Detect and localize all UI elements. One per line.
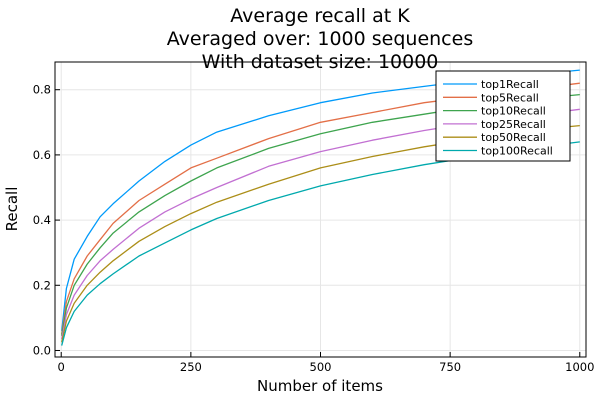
y-tick-label: 0.4 <box>33 213 51 227</box>
y-tick-label: 0.6 <box>33 148 51 162</box>
x-tick-label: 750 <box>439 360 461 374</box>
legend-label-top25Recall: top25Recall <box>481 118 546 131</box>
legend-label-top5Recall: top5Recall <box>481 91 539 104</box>
legend-label-top50Recall: top50Recall <box>481 131 546 144</box>
legend-items: top1Recalltop5Recalltop10Recalltop25Reca… <box>443 78 553 158</box>
legend-label-top10Recall: top10Recall <box>481 105 546 118</box>
y-tick-label: 0.2 <box>33 278 51 292</box>
y-axis-label: Recall <box>3 187 21 232</box>
legend-box <box>435 70 571 162</box>
x-tick-label: 250 <box>180 360 202 374</box>
legend: top1Recalltop5Recalltop10Recalltop25Reca… <box>435 70 571 162</box>
chart-title-line-2: Averaged over: 1000 sequences <box>167 28 473 50</box>
x-tick-label: 500 <box>310 360 332 374</box>
chart-title-line-1: Average recall at K <box>230 5 410 27</box>
y-tick-label: 0.0 <box>33 343 51 357</box>
chart-title-line-3: With dataset size: 10000 <box>202 51 439 73</box>
series-line-top100Recall <box>61 141 580 346</box>
x-axis-label: Number of items <box>257 377 383 395</box>
x-tick-label: 1000 <box>565 360 594 374</box>
axis-ticks <box>55 89 581 357</box>
x-tick-label: 0 <box>58 360 65 374</box>
y-tick-label: 0.8 <box>33 83 51 97</box>
legend-label-top100Recall: top100Recall <box>481 145 553 158</box>
legend-label-top1Recall: top1Recall <box>481 78 539 91</box>
